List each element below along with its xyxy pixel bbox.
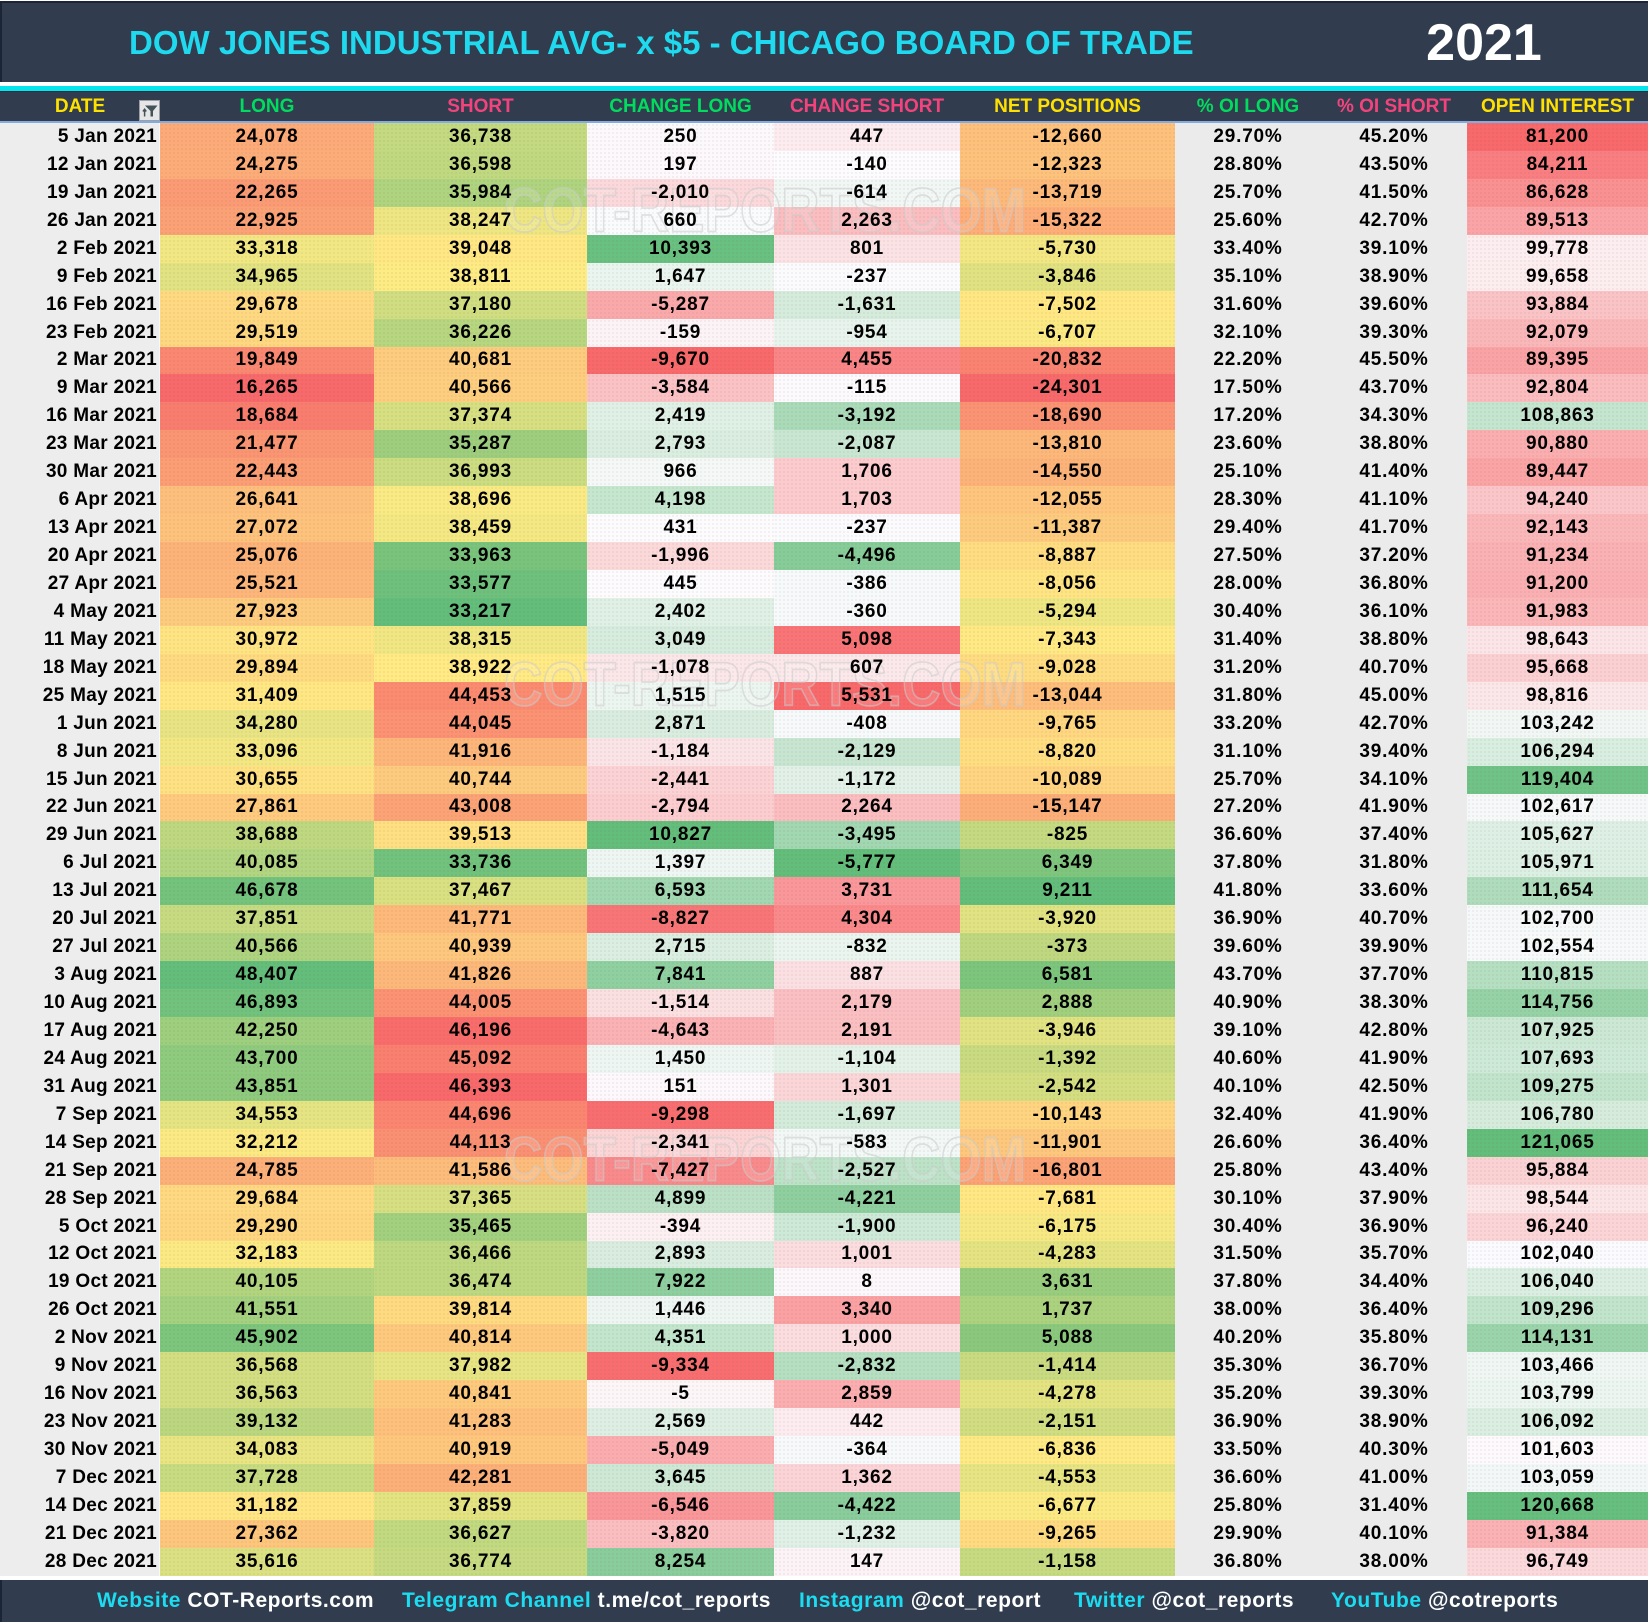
svg-text:COT-REPORTS.COM: COT-REPORTS.COM — [504, 186, 1026, 246]
svg-text:COT-REPORTS.COM: COT-REPORTS.COM — [504, 1135, 1026, 1195]
svg-text:COT-REPORTS.COM: COT-REPORTS.COM — [504, 660, 1026, 720]
